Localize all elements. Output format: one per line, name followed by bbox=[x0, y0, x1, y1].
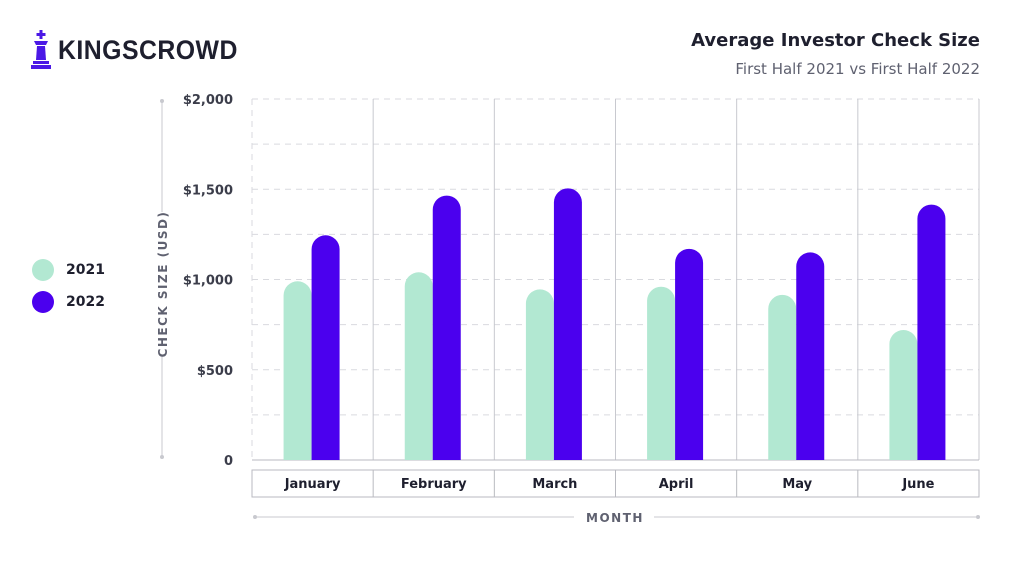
y-axis-dot-bottom bbox=[160, 455, 164, 459]
x-tick-label: March bbox=[532, 477, 577, 492]
x-axis-dot-left bbox=[253, 515, 257, 519]
bar-2022-january bbox=[311, 235, 340, 460]
y-tick-label: $2,000 bbox=[183, 93, 233, 108]
y-axis-dot-top bbox=[160, 99, 164, 103]
bar-2021-april bbox=[647, 286, 676, 460]
bar-2021-january bbox=[283, 281, 312, 460]
y-tick-label: $500 bbox=[197, 364, 233, 379]
legend-item-2022: 2022 bbox=[32, 290, 105, 314]
legend: 2021 2022 bbox=[32, 258, 105, 322]
legend-swatch-2022 bbox=[32, 291, 54, 313]
x-tick-label: May bbox=[782, 477, 812, 492]
brand-name: KINGSCROWD bbox=[58, 34, 238, 65]
bar-2022-march bbox=[553, 188, 582, 460]
chart-subtitle: First Half 2021 vs First Half 2022 bbox=[735, 60, 980, 78]
x-axis-label: MONTH bbox=[586, 511, 644, 525]
bar-2021-may bbox=[768, 294, 797, 460]
chess-king-icon bbox=[31, 30, 51, 69]
y-tick-label: $1,000 bbox=[183, 274, 233, 289]
x-tick-label: April bbox=[659, 477, 694, 492]
legend-label-2022: 2022 bbox=[66, 294, 105, 310]
bar-2022-february bbox=[432, 195, 461, 461]
x-tick-label: February bbox=[401, 477, 467, 492]
legend-item-2021: 2021 bbox=[32, 258, 105, 282]
legend-swatch-2021 bbox=[32, 259, 54, 281]
x-tick-label: June bbox=[901, 477, 934, 492]
brand-logo: KINGSCROWD bbox=[30, 30, 254, 70]
bar-2021-march bbox=[525, 289, 554, 460]
x-tick-label: January bbox=[284, 477, 341, 492]
y-axis-label: CHECK SIZE (USD) bbox=[156, 211, 170, 358]
bar-2021-february bbox=[404, 272, 433, 460]
legend-label-2021: 2021 bbox=[66, 262, 105, 278]
bar-2021-june bbox=[889, 330, 918, 460]
y-tick-label: $1,500 bbox=[183, 183, 233, 198]
bar-2022-april bbox=[675, 248, 704, 460]
bar-2022-june bbox=[917, 204, 946, 460]
bar-2022-may bbox=[796, 252, 825, 460]
y-tick-label: 0 bbox=[224, 454, 233, 469]
chart-title: Average Investor Check Size bbox=[691, 30, 980, 51]
x-axis-dot-right bbox=[976, 515, 980, 519]
